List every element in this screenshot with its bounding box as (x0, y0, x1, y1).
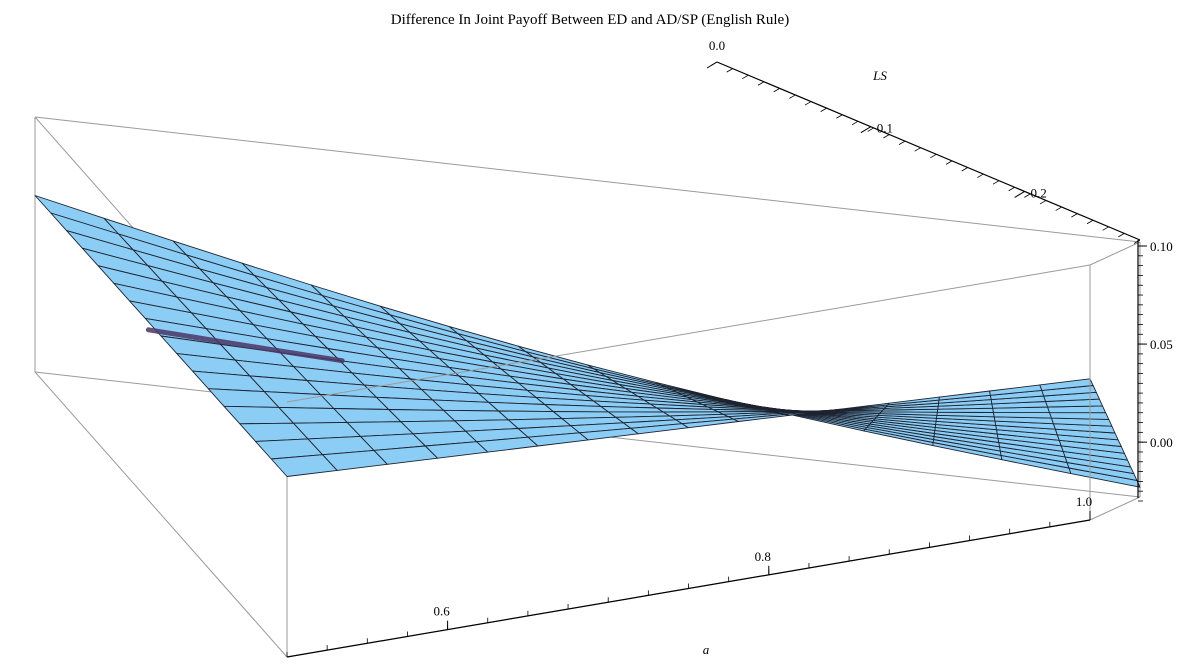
y-minor-tick (851, 120, 859, 126)
y-minor-tick (710, 61, 718, 66)
y-minor-tick (930, 153, 937, 159)
y-minor-tick (742, 74, 749, 80)
z-tick-label: 0.05 (1150, 337, 1173, 352)
y-minor-tick (898, 140, 906, 145)
y-axis-line (716, 61, 1141, 241)
y-minor-tick (1008, 186, 1015, 192)
y-tick (860, 126, 872, 134)
y-minor-tick (867, 127, 874, 132)
x-axis-label: a (703, 642, 710, 657)
y-minor-tick (1024, 193, 1031, 198)
y-minor-tick (1102, 226, 1109, 231)
axes: 0.6 0.8 1.0 0.0 0.1 0.2 0.00 0.05 0.10 (286, 38, 1173, 658)
y-tick (1014, 191, 1025, 198)
y-minor-tick (961, 167, 968, 172)
y-minor-tick (1071, 213, 1078, 218)
y-minor-tick (1039, 200, 1047, 205)
z-tick-label: 0.10 (1150, 239, 1173, 254)
y-axis-label: LS (872, 68, 887, 83)
z-tick-label: 0.00 (1150, 435, 1173, 450)
surface-mesh (34, 195, 1141, 488)
y-minor-tick (789, 94, 796, 99)
y-minor-tick (992, 180, 1000, 185)
y-minor-tick (757, 81, 765, 86)
y-minor-tick (945, 160, 953, 165)
y-minor-tick (836, 114, 843, 119)
box-edge (34, 116, 1141, 243)
y-tick-label: 0.0 (709, 38, 725, 53)
box-edge (34, 371, 288, 658)
box-edge (286, 264, 1091, 403)
surface-patch (443, 409, 509, 422)
surface-patch (1049, 412, 1110, 420)
y-minor-tick (1055, 206, 1062, 211)
chart-title: Difference In Joint Payoff Between ED an… (391, 12, 789, 28)
x-tick-label: 1.0 (1076, 494, 1092, 509)
y-minor-tick (914, 147, 921, 152)
y-minor-tick (977, 173, 984, 178)
y-minor-tick (1118, 233, 1125, 238)
x-tick-label: 0.8 (755, 549, 771, 564)
y-minor-tick (1086, 219, 1094, 225)
box-edge (1089, 496, 1141, 521)
y-minor-tick (726, 68, 733, 73)
y-minor-tick (804, 101, 812, 106)
y-minor-tick (883, 134, 890, 139)
box-edge (1089, 241, 1141, 266)
surface-patch (993, 412, 1052, 419)
y-minor-tick (773, 88, 780, 93)
surface-patch (1039, 378, 1094, 391)
y-minor-tick (820, 107, 827, 112)
x-tick-label: 0.6 (433, 604, 450, 619)
y-minor-tick (1133, 239, 1141, 244)
y-tick-label: 0.2 (1031, 185, 1047, 200)
surface-underside (145, 327, 345, 364)
y-tick-label: 0.1 (877, 121, 893, 136)
